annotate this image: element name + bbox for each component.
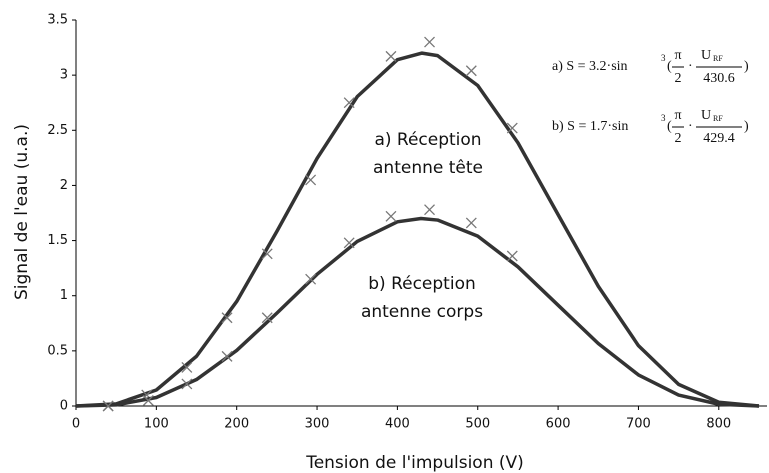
formula-denominator: 429.4 [703, 131, 735, 146]
x-tick-label: 600 [546, 417, 571, 432]
formula-dot: · [688, 119, 693, 134]
formula-paren: ( [667, 119, 672, 134]
x-tick-label: 400 [385, 417, 410, 432]
annotation: b) Réception [368, 274, 476, 294]
y-axis-label: Signal de l'eau (u.a.) [12, 124, 32, 300]
formula-numerator: π [674, 48, 681, 63]
formula-subscript: RF [713, 114, 723, 123]
formula-exponent: 3 [661, 53, 666, 63]
data-point [221, 312, 233, 324]
annotation: antenne tête [373, 158, 483, 178]
y-tick-label: 0 [60, 399, 68, 414]
x-tick-label: 500 [465, 417, 490, 432]
formula-denominator: 430.6 [703, 71, 735, 86]
formula-numerator: π [674, 108, 681, 123]
data-point [343, 97, 355, 109]
x-tick-label: 300 [305, 417, 330, 432]
annotation: antenne corps [361, 302, 483, 322]
annotation: a) Réception [374, 130, 481, 150]
data-point [181, 361, 193, 373]
x-axis-label: Tension de l'impulsion (V) [305, 453, 524, 473]
data-point [181, 378, 193, 390]
data-point [506, 250, 518, 262]
x-tick-label: 700 [626, 417, 651, 432]
y-tick-label: 3.5 [47, 13, 68, 28]
formula: a) S = 3.2·sin [552, 59, 628, 74]
formula-exponent: 3 [661, 113, 666, 123]
data-point [424, 204, 435, 216]
data-point [305, 174, 317, 186]
data-point [102, 400, 114, 412]
x-tick-label: 200 [224, 417, 249, 432]
data-point [385, 50, 397, 62]
formula-numerator: U [701, 108, 711, 123]
y-tick-label: 0.5 [47, 343, 68, 358]
x-tick-label: 100 [144, 417, 169, 432]
formula: b) S = 1.7·sin [552, 119, 628, 134]
data-point [385, 210, 397, 222]
data-point [465, 217, 477, 229]
data-point [142, 395, 154, 406]
x-tick-label: 800 [706, 417, 731, 432]
y-tick-label: 2.5 [47, 123, 68, 138]
y-tick-label: 1 [60, 288, 68, 303]
formula-numerator: U [701, 48, 711, 63]
data-point [424, 36, 435, 48]
formula-dot: · [688, 59, 693, 74]
formula-paren: ) [744, 59, 749, 74]
fit-curve [75, 216, 760, 408]
data-point [261, 312, 273, 324]
x-tick-label: 0 [72, 417, 80, 432]
data-point [221, 350, 233, 362]
formula-denominator: 2 [675, 71, 682, 86]
formula-paren: ) [744, 119, 749, 134]
formula-paren: ( [667, 59, 672, 74]
data-point [343, 237, 355, 249]
y-tick-label: 3 [60, 68, 68, 83]
y-tick-label: 2 [60, 178, 68, 193]
data-point [305, 273, 317, 285]
fit-curve [75, 51, 760, 408]
formula-denominator: 2 [675, 131, 682, 146]
formula-subscript: RF [713, 54, 723, 63]
data-point [261, 248, 273, 260]
data-point [465, 65, 477, 77]
y-tick-label: 1.5 [47, 233, 68, 248]
data-point [506, 122, 518, 134]
